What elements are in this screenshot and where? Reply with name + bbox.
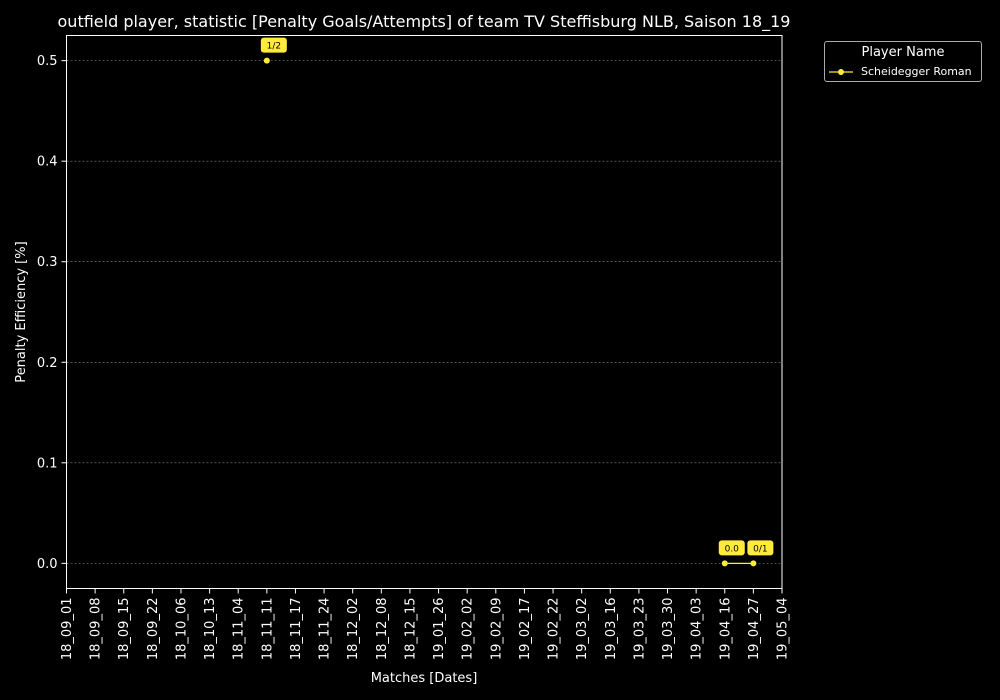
x-tick-label: 19_04_03 (690, 598, 705, 661)
series-layer: 1/2 0.0 0/1 (260, 37, 774, 567)
x-tick-label: 19_03_16 (604, 598, 619, 661)
x-tick-label: 18_09_01 (60, 598, 75, 661)
data-label-box (718, 540, 745, 556)
x-axis-label: Matches [Dates] (371, 671, 478, 686)
legend-swatch (829, 69, 853, 75)
x-tick-label: 19_02_17 (518, 598, 533, 661)
y-tick-label: 0.3 (37, 255, 58, 270)
grid-lines (66, 60, 782, 564)
x-tick-label: 19_04_27 (747, 598, 762, 661)
x-tick-label: 18_11_04 (232, 598, 247, 661)
data-label: 0.0 (725, 544, 740, 554)
data-label-box (260, 37, 287, 53)
data-point (750, 560, 757, 567)
x-tick-label: 19_01_26 (432, 598, 447, 661)
x-tick-label: 18_11_17 (289, 598, 304, 661)
x-tick-label: 18_11_11 (260, 598, 275, 661)
x-tick-label: 18_09_22 (146, 598, 161, 661)
x-tick-label: 18_11_24 (318, 598, 333, 661)
x-tick-label: 18_12_02 (346, 598, 361, 661)
x-tick-label: 18_09_15 (117, 598, 132, 661)
x-axis: 18_09_01 18_09_08 18_09_15 18_09_22 18_10_06… (60, 588, 791, 661)
y-tick-label: 0.4 (37, 155, 58, 170)
x-tick-label: 18_10_13 (203, 598, 218, 661)
x-tick-label: 19_03_30 (661, 598, 676, 661)
y-tick-label: 0.0 (37, 557, 58, 572)
data-point (263, 57, 270, 64)
y-tick-label: 0.1 (37, 456, 58, 471)
x-tick-label: 18_12_15 (403, 598, 418, 661)
x-tick-label: 19_02_22 (547, 598, 562, 661)
x-tick-label: 18_09_08 (89, 598, 104, 661)
y-axis-label: Penalty Efficiency [%] (14, 241, 29, 382)
x-tick-label: 19_04_16 (718, 598, 733, 661)
y-axis: 0.0 0.1 0.2 0.3 0.4 0.5 (37, 54, 67, 572)
data-label: 0/1 (753, 544, 767, 554)
x-tick-label: 19_05_04 (776, 598, 791, 661)
data-label-box (747, 540, 774, 556)
y-tick-label: 0.5 (37, 54, 58, 69)
x-tick-label: 19_03_23 (632, 598, 647, 661)
y-tick-label: 0.2 (37, 356, 58, 371)
data-label: 1/2 (267, 42, 281, 52)
x-tick-label: 19_02_02 (461, 598, 476, 661)
legend-label: Scheidegger Roman (861, 65, 972, 78)
x-tick-label: 18_10_06 (174, 598, 189, 661)
chart-title: outfield player, statistic [Penalty Goal… (58, 12, 791, 32)
x-tick-label: 19_03_02 (575, 598, 590, 661)
data-point (721, 560, 728, 567)
plot-frame (66, 35, 783, 589)
legend-title: Player Name (861, 45, 945, 60)
legend: Player Name Scheidegger Roman (824, 41, 982, 82)
x-tick-label: 19_02_09 (489, 598, 504, 661)
x-tick-label: 18_12_08 (375, 598, 390, 661)
